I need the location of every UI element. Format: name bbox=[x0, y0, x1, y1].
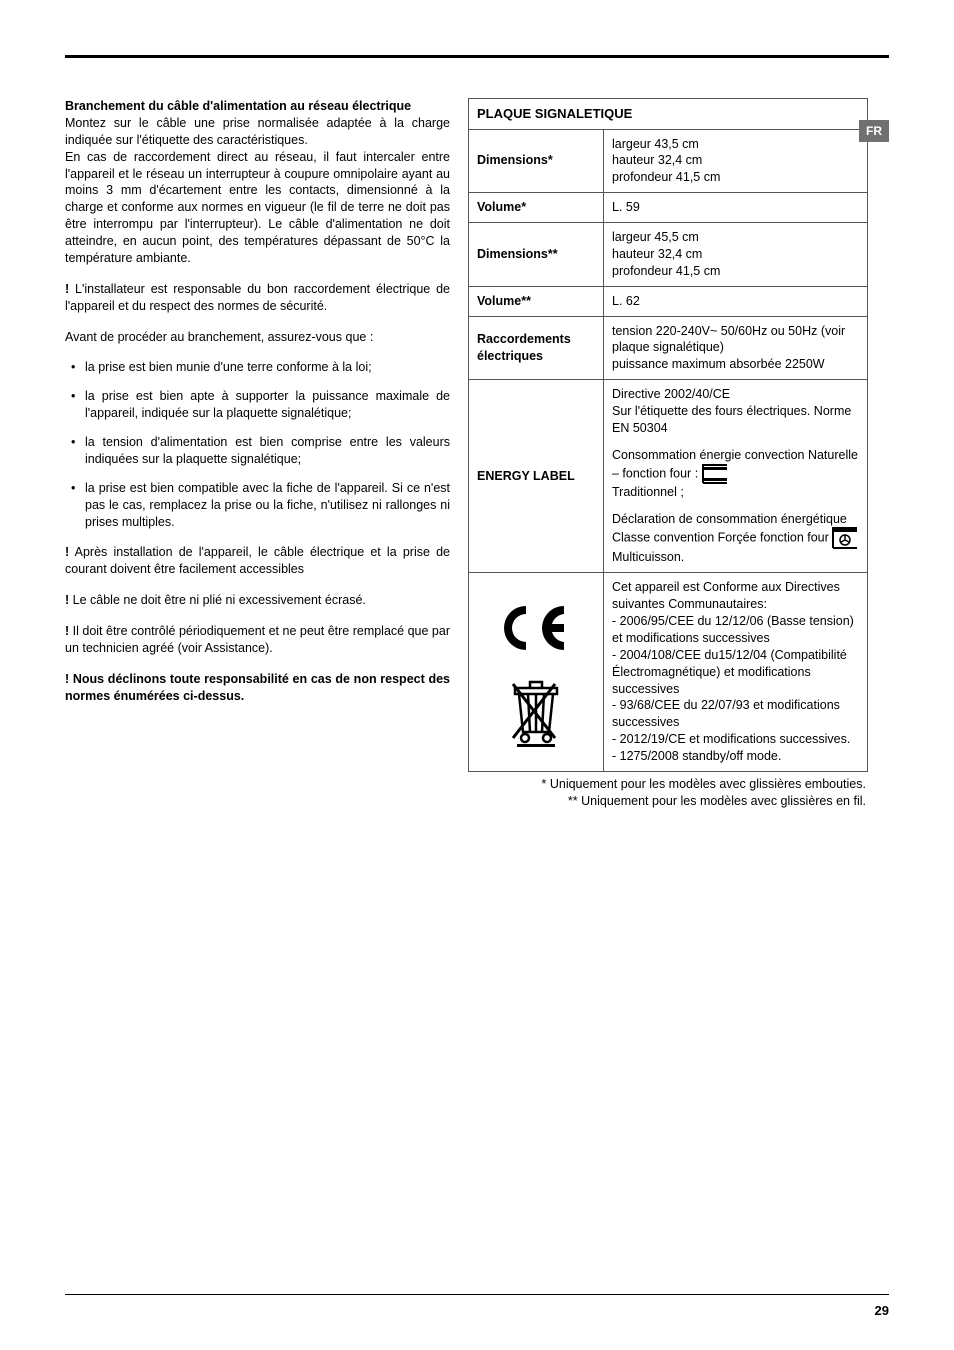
oven-fan-icon bbox=[832, 527, 858, 549]
para-intro: Branchement du câble d'alimentation au r… bbox=[65, 98, 450, 149]
para6: ! Le câble ne doit être ni plié ni exces… bbox=[65, 592, 450, 609]
table-title: PLAQUE SIGNALETIQUE bbox=[469, 99, 868, 130]
row-energy-val: Directive 2002/40/CE Sur l'étiquette des… bbox=[604, 380, 868, 573]
para5-text: Après installation de l'appareil, le câb… bbox=[65, 545, 450, 576]
energy-block-3: Déclaration de consommation énergétique … bbox=[612, 511, 859, 567]
energy-b2-text: Consommation énergie convection Naturell… bbox=[612, 448, 858, 480]
plaque-table: PLAQUE SIGNALETIQUE Dimensions* largeur … bbox=[468, 98, 868, 772]
para7-text: Il doit être contrôlé périodiquement et … bbox=[65, 624, 450, 655]
energy-b3-text2: Multicuisson. bbox=[612, 550, 684, 564]
energy-b3-text: Déclaration de consommation énergétique … bbox=[612, 512, 847, 545]
language-tag: FR bbox=[859, 120, 889, 142]
para2: En cas de raccordement direct au réseau,… bbox=[65, 149, 450, 267]
energy-block-1: Directive 2002/40/CE Sur l'étiquette des… bbox=[612, 386, 859, 437]
bullet-item: la prise est bien apte à supporter la pu… bbox=[65, 388, 450, 422]
weee-bin-icon bbox=[507, 678, 565, 748]
footnote-1: * Uniquement pour les modèles avec gliss… bbox=[468, 776, 866, 793]
ce-mark-icon bbox=[496, 600, 576, 656]
para5: ! Après installation de l'appareil, le c… bbox=[65, 544, 450, 578]
footnote-2: ** Uniquement pour les modèles avec glis… bbox=[468, 793, 866, 810]
left-column: Branchement du câble d'alimentation au r… bbox=[65, 98, 450, 810]
heading-branchement: Branchement du câble d'alimentation au r… bbox=[65, 99, 411, 113]
para4: Avant de procéder au branchement, assure… bbox=[65, 329, 450, 346]
row-ce-val: Cet appareil est Conforme aux Directives… bbox=[604, 573, 868, 772]
row-dim2-label: Dimensions** bbox=[469, 223, 604, 287]
para1: Montez sur le câble une prise normalisée… bbox=[65, 116, 450, 147]
row-dim2-val: largeur 45,5 cm hauteur 32,4 cm profonde… bbox=[604, 223, 868, 287]
right-column: PLAQUE SIGNALETIQUE Dimensions* largeur … bbox=[468, 98, 868, 810]
para6-text: Le câble ne doit être ni plié ni excessi… bbox=[69, 593, 366, 607]
page-number: 29 bbox=[875, 1302, 889, 1320]
content-columns: Branchement du câble d'alimentation au r… bbox=[65, 98, 889, 810]
para8: ! Nous déclinons toute responsabilité en… bbox=[65, 671, 450, 705]
para7: ! Il doit être contrôlé périodiquement e… bbox=[65, 623, 450, 657]
row-vol1-label: Volume* bbox=[469, 193, 604, 223]
row-ce-icons bbox=[469, 573, 604, 772]
row-rac-val: tension 220-240V~ 50/60Hz ou 50Hz (voir … bbox=[604, 316, 868, 380]
row-dim1-label: Dimensions* bbox=[469, 129, 604, 193]
row-vol2-label: Volume** bbox=[469, 286, 604, 316]
bullet-item: la prise est bien compatible avec la fic… bbox=[65, 480, 450, 531]
para3: ! L'installateur est responsable du bon … bbox=[65, 281, 450, 315]
row-energy-label: ENERGY LABEL bbox=[469, 380, 604, 573]
row-vol2-val: L. 62 bbox=[604, 286, 868, 316]
bullet-item: la tension d'alimentation est bien compr… bbox=[65, 434, 450, 468]
energy-block-2: Consommation énergie convection Naturell… bbox=[612, 447, 859, 501]
footnotes: * Uniquement pour les modèles avec gliss… bbox=[468, 776, 868, 810]
bullet-list: la prise est bien munie d'une terre conf… bbox=[65, 359, 450, 530]
bullet-item: la prise est bien munie d'une terre conf… bbox=[65, 359, 450, 376]
row-rac-label: Raccordements électriques bbox=[469, 316, 604, 380]
oven-traditional-icon bbox=[702, 464, 728, 484]
energy-b2-text2: Traditionnel ; bbox=[612, 485, 684, 499]
footer-rule bbox=[65, 1294, 889, 1295]
header-rule bbox=[65, 55, 889, 58]
row-vol1-val: L. 59 bbox=[604, 193, 868, 223]
para3-text: L'installateur est responsable du bon ra… bbox=[65, 282, 450, 313]
row-dim1-val: largeur 43,5 cm hauteur 32,4 cm profonde… bbox=[604, 129, 868, 193]
para8-text: ! Nous déclinons toute responsabilité en… bbox=[65, 672, 450, 703]
